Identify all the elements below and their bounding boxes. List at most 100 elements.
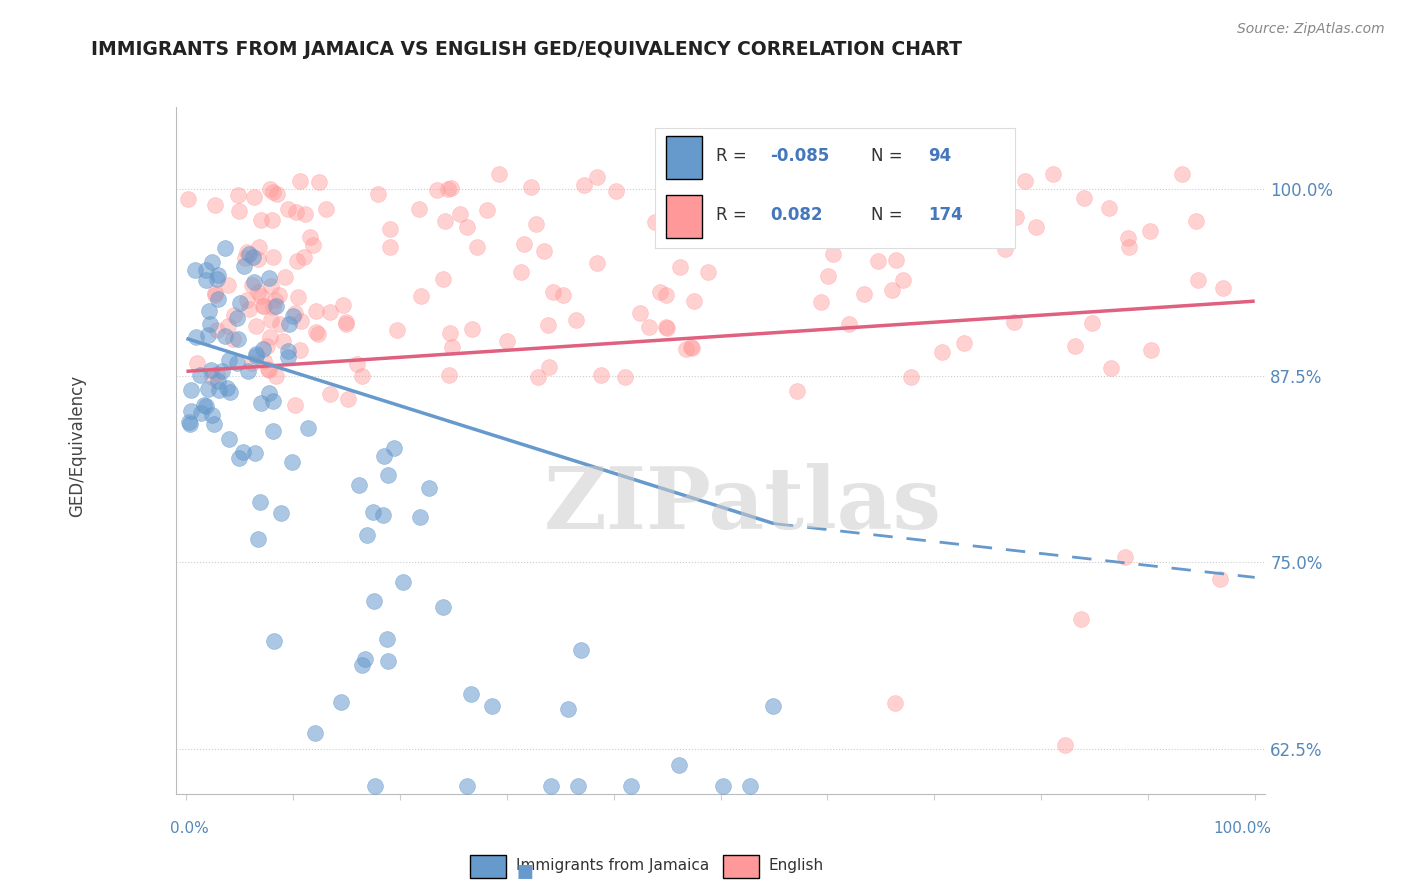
Point: [242, 250, 264, 264]
Point: [257, 362, 280, 376]
Point: [218, 432, 240, 446]
Point: [385, 323, 408, 337]
Point: [347, 478, 370, 492]
Point: [678, 173, 700, 187]
Point: [228, 450, 250, 465]
Point: [259, 330, 281, 344]
Point: [297, 420, 319, 434]
Point: [526, 369, 548, 384]
Point: [692, 178, 714, 192]
Point: [432, 272, 454, 286]
Point: [377, 467, 399, 482]
Point: [513, 237, 536, 252]
Point: [814, 172, 837, 186]
Point: [838, 317, 860, 331]
Point: [537, 318, 560, 333]
Point: [574, 178, 596, 192]
Point: [900, 370, 922, 384]
Point: [277, 344, 299, 359]
Point: [1140, 343, 1163, 357]
Text: English: English: [769, 858, 824, 872]
Point: [238, 301, 260, 316]
Point: [533, 244, 555, 258]
Point: [697, 265, 720, 279]
Point: [243, 190, 266, 204]
Point: [373, 449, 395, 463]
Point: [655, 288, 678, 302]
Point: [302, 238, 325, 252]
Point: [250, 212, 273, 227]
Point: [217, 318, 239, 333]
Text: R =: R =: [716, 206, 747, 225]
Point: [277, 202, 299, 216]
Point: [184, 330, 207, 344]
FancyBboxPatch shape: [723, 855, 759, 878]
Point: [284, 204, 307, 219]
Point: [605, 184, 627, 198]
Point: [363, 780, 385, 794]
Point: [197, 304, 219, 318]
Point: [363, 506, 385, 520]
Text: N =: N =: [870, 147, 903, 166]
Point: [225, 311, 247, 326]
Point: [668, 758, 690, 772]
Point: [246, 533, 269, 547]
Text: Immigrants from Jamaica: Immigrants from Jamaica: [516, 858, 709, 872]
Point: [247, 240, 270, 254]
Point: [591, 368, 613, 382]
Point: [249, 289, 271, 303]
Point: [207, 271, 229, 285]
Point: [688, 167, 710, 181]
Point: [994, 242, 1017, 256]
Point: [1070, 612, 1092, 626]
Point: [569, 642, 592, 657]
Point: [460, 687, 482, 701]
Point: [363, 593, 385, 607]
Point: [214, 241, 236, 255]
Point: [284, 306, 307, 320]
Point: [868, 254, 890, 268]
Point: [245, 446, 267, 460]
Point: [456, 219, 478, 234]
Point: [638, 320, 661, 334]
Point: [456, 780, 478, 794]
Point: [683, 233, 706, 247]
Point: [377, 654, 399, 668]
Point: [252, 343, 274, 357]
Point: [194, 399, 217, 413]
Point: [852, 287, 875, 301]
Point: [179, 417, 201, 432]
Point: [262, 300, 284, 314]
Point: [1185, 213, 1208, 227]
Point: [510, 265, 533, 279]
Point: [236, 364, 259, 378]
Point: [190, 406, 212, 420]
Point: [1171, 167, 1194, 181]
Point: [262, 213, 284, 227]
Point: [449, 207, 471, 221]
Point: [681, 341, 703, 355]
Point: [245, 349, 267, 363]
Point: [264, 293, 287, 307]
Point: [247, 252, 270, 267]
Point: [214, 329, 236, 343]
Point: [1002, 315, 1025, 329]
Text: ZIPatlas: ZIPatlas: [543, 464, 942, 548]
Point: [257, 362, 280, 376]
Point: [290, 174, 312, 188]
Point: [886, 229, 908, 244]
Point: [266, 186, 288, 201]
Point: [585, 255, 607, 269]
Point: [201, 370, 224, 384]
Point: [418, 481, 440, 495]
Point: [240, 277, 263, 292]
Point: [375, 632, 398, 646]
Point: [304, 304, 326, 318]
Point: [262, 393, 284, 408]
Point: [1025, 219, 1047, 234]
Point: [1005, 210, 1028, 224]
Point: [465, 239, 488, 253]
Point: [1187, 273, 1209, 287]
Point: [188, 368, 211, 383]
Point: [392, 574, 415, 589]
